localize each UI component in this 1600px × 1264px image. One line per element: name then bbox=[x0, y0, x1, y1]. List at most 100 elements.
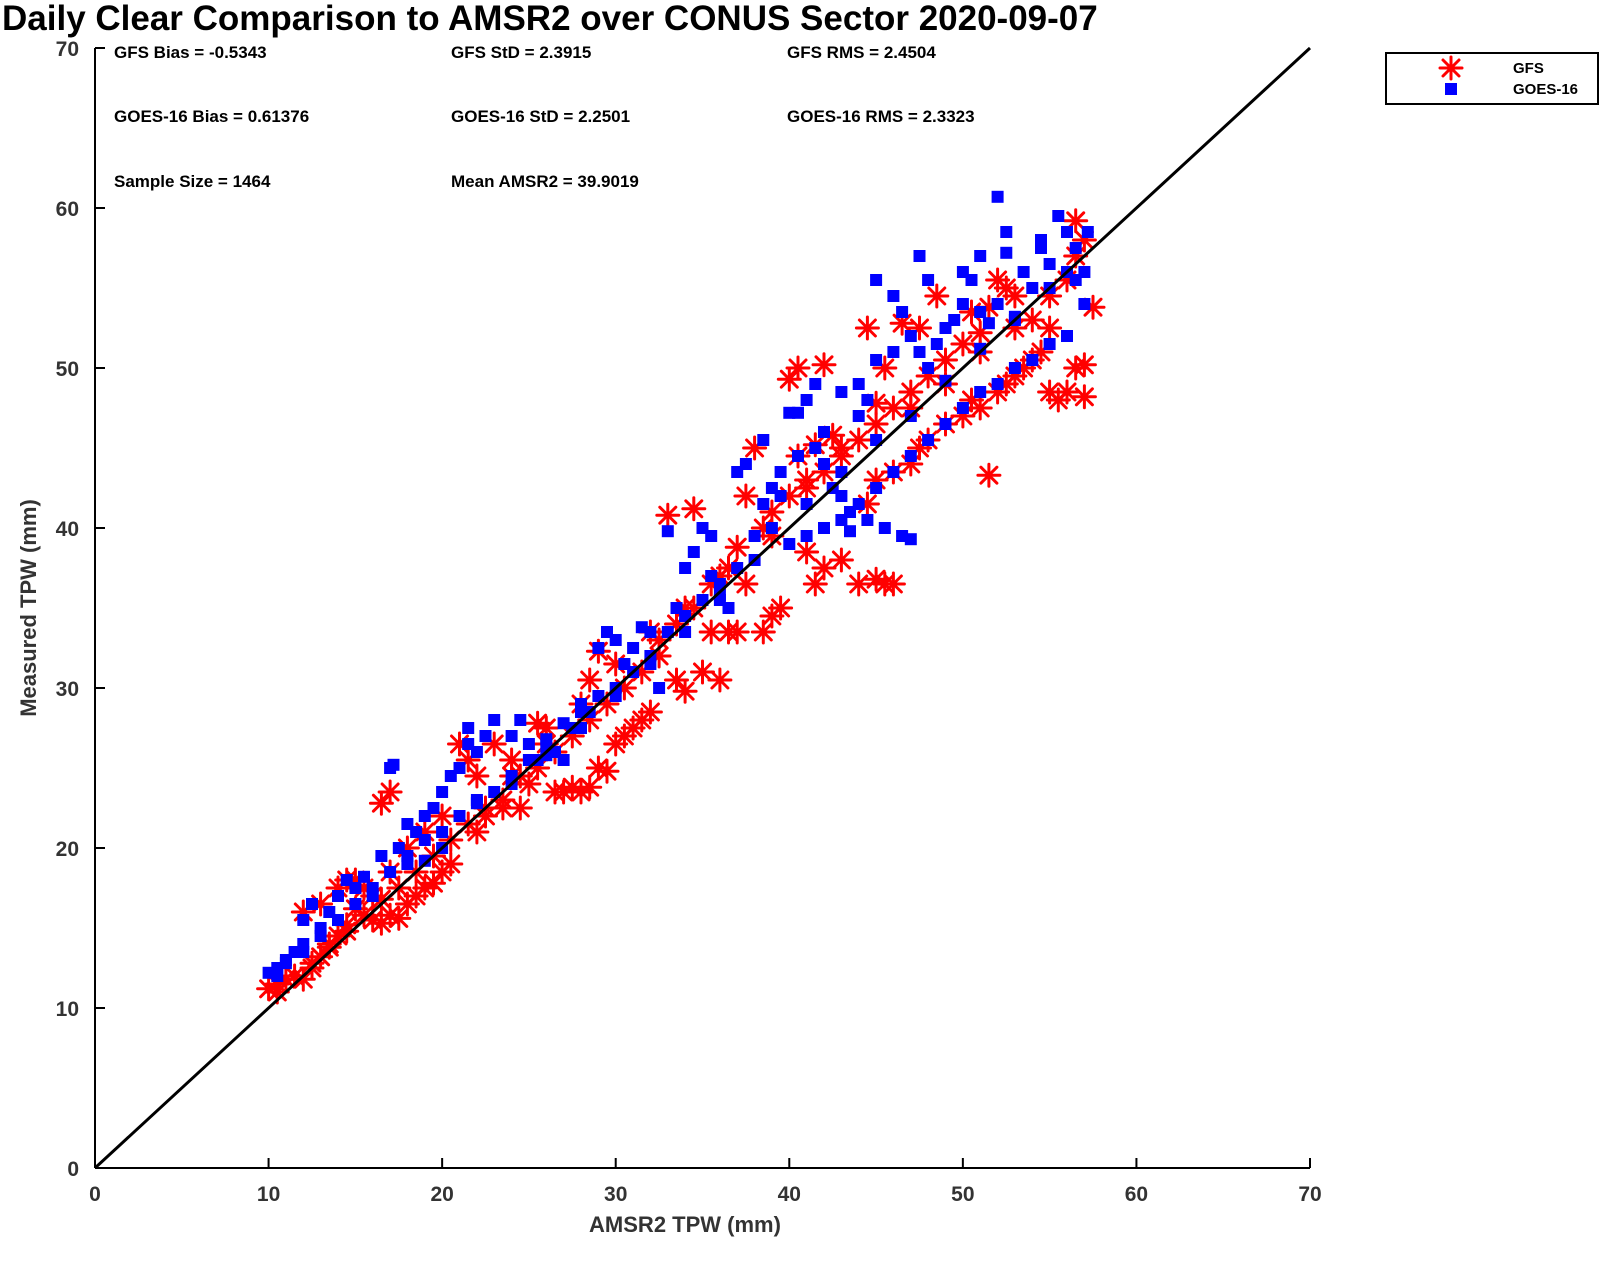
goes16-point bbox=[948, 314, 961, 326]
gfs-point bbox=[707, 667, 733, 693]
goes16-point bbox=[870, 434, 883, 446]
y-tick-label: 40 bbox=[56, 518, 79, 541]
goes16-point bbox=[991, 378, 1004, 390]
goes16-point bbox=[913, 346, 926, 358]
gfs-point bbox=[1071, 384, 1097, 410]
goes16-point bbox=[887, 346, 900, 358]
goes16-point bbox=[922, 274, 935, 286]
goes16-point bbox=[1000, 226, 1013, 238]
legend: GFS GOES-16 bbox=[1385, 52, 1599, 105]
gfs-point bbox=[733, 571, 759, 597]
x-tick-label: 20 bbox=[430, 1183, 453, 1206]
goes16-point bbox=[488, 714, 501, 726]
goes16-point bbox=[792, 406, 804, 419]
gfs-point bbox=[1037, 315, 1063, 341]
y-tick-label: 60 bbox=[56, 198, 79, 221]
x-tick-label: 0 bbox=[89, 1183, 101, 1206]
gfs-point bbox=[768, 595, 794, 621]
goes16-point bbox=[1081, 226, 1094, 238]
goes16-point bbox=[765, 522, 778, 534]
goes16-point bbox=[540, 738, 553, 750]
goes16-point bbox=[844, 525, 856, 538]
gfs-point bbox=[1071, 352, 1097, 378]
goes16-point bbox=[800, 498, 813, 510]
gfs-point bbox=[950, 331, 976, 357]
goes16-point bbox=[479, 730, 492, 742]
goes16-point bbox=[956, 266, 969, 278]
goes16-point bbox=[870, 274, 883, 286]
x-tick-label: 70 bbox=[1298, 1183, 1321, 1206]
gfs-point bbox=[854, 315, 880, 341]
goes16-point bbox=[271, 962, 284, 974]
legend-goes-label: GOES-16 bbox=[1513, 81, 1578, 98]
goes16-point bbox=[592, 690, 605, 702]
goes16-point bbox=[809, 378, 822, 390]
stat-gfs-std: GFS StD = 2.3915 bbox=[451, 43, 591, 62]
goes16-point bbox=[1043, 258, 1056, 270]
stats-block: GFS Bias = -0.5343 GFS StD = 2.3915 GFS … bbox=[114, 43, 975, 191]
stat-goes-std: GOES-16 StD = 2.2501 bbox=[451, 107, 630, 126]
goes16-point bbox=[887, 290, 900, 302]
gfs-point bbox=[655, 502, 681, 528]
gfs-point bbox=[967, 395, 993, 421]
goes16-point bbox=[306, 898, 318, 910]
goes16-point bbox=[809, 442, 822, 454]
goes16-point bbox=[349, 882, 362, 894]
goes16-point bbox=[922, 434, 935, 446]
goes16-point bbox=[991, 298, 1004, 310]
goes16-point bbox=[387, 758, 400, 771]
y-axis-label: Measured TPW (mm) bbox=[16, 499, 41, 717]
goes16-point bbox=[835, 514, 848, 526]
stat-gfs-bias: GFS Bias = -0.5343 bbox=[114, 43, 267, 62]
x-axis-label: AMSR2 TPW (mm) bbox=[589, 1212, 781, 1237]
x-ticks: 0 10 20 30 40 50 60 70 bbox=[89, 1158, 1322, 1206]
y-tick-label: 50 bbox=[56, 358, 79, 381]
stat-goes-rms: GOES-16 RMS = 2.3323 bbox=[787, 107, 975, 126]
goes16-point bbox=[705, 530, 718, 542]
goes16-point bbox=[687, 546, 700, 558]
gfs-point bbox=[377, 779, 403, 805]
goes16-point bbox=[462, 722, 475, 734]
gfs-point bbox=[733, 483, 759, 509]
goes16-point bbox=[896, 306, 909, 318]
goes16-point bbox=[731, 562, 744, 574]
points-layer bbox=[256, 190, 1106, 1005]
goes16-point bbox=[470, 794, 483, 806]
goes16-point bbox=[661, 626, 674, 638]
gfs-point bbox=[811, 555, 837, 581]
goes16-point bbox=[887, 466, 900, 478]
goes16-point bbox=[609, 690, 622, 702]
y-tick-label: 30 bbox=[56, 678, 79, 701]
goes16-point bbox=[1043, 338, 1056, 350]
gfs-point bbox=[880, 571, 906, 597]
goes16-point bbox=[800, 394, 813, 406]
goes16-point bbox=[852, 498, 865, 510]
gfs-point bbox=[594, 758, 620, 784]
goes16-point bbox=[505, 770, 518, 782]
goes16-point bbox=[696, 594, 709, 606]
gfs-point bbox=[681, 496, 707, 522]
goes16-point bbox=[332, 890, 344, 902]
goes16-point bbox=[835, 490, 848, 502]
x-tick-label: 50 bbox=[951, 1183, 974, 1206]
goes16-point bbox=[956, 402, 969, 414]
gfs-point bbox=[724, 619, 750, 645]
goes16-point bbox=[835, 386, 848, 398]
goes16-point bbox=[1069, 242, 1082, 254]
goes16-point bbox=[1017, 266, 1030, 278]
goes16-point bbox=[575, 722, 587, 734]
gfs-point bbox=[481, 731, 507, 757]
stat-sample-size: Sample Size = 1464 bbox=[114, 172, 271, 191]
y-tick-label: 70 bbox=[56, 38, 79, 61]
gfs-point bbox=[828, 547, 854, 573]
gfs-point bbox=[577, 774, 603, 800]
goes16-point bbox=[436, 786, 449, 798]
goes16-point bbox=[991, 190, 1004, 203]
goes16-point bbox=[870, 482, 883, 494]
stat-goes-bias: GOES-16 Bias = 0.61376 bbox=[114, 107, 309, 126]
goes16-point bbox=[852, 410, 865, 422]
goes16-point bbox=[774, 490, 787, 502]
gfs-point bbox=[1019, 307, 1045, 333]
stat-mean-amsr2: Mean AMSR2 = 39.9019 bbox=[451, 172, 639, 191]
